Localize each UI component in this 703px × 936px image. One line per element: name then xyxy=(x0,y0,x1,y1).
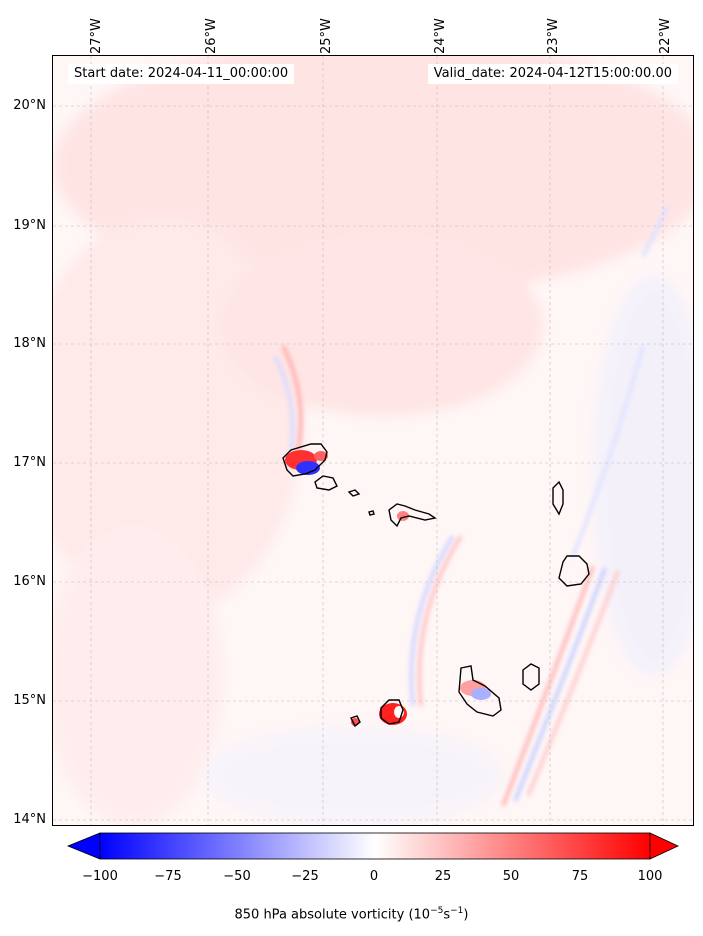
lat-label-19n: 19°N xyxy=(13,218,46,233)
island-sao-vicente xyxy=(314,475,338,491)
colorbar-tick-50: 50 xyxy=(502,869,520,884)
lon-label-25w: 25°W xyxy=(319,18,334,54)
island-maio xyxy=(522,663,540,691)
wake-streak-6 xyxy=(513,567,607,802)
colorbar-label: 850 hPa absolute vorticity (10−5s−1) xyxy=(234,906,469,923)
pink-region-center xyxy=(223,236,543,416)
start-date-label: Start date: 2024-04-11_00:00:00 xyxy=(68,64,295,84)
wake-streak-1 xyxy=(281,345,303,452)
wake-streak-9 xyxy=(641,205,670,257)
colorbar-tick-neg25: −25 xyxy=(291,869,319,884)
wake-streak-7 xyxy=(526,570,620,797)
island-sal xyxy=(552,480,564,516)
island-branco xyxy=(368,510,375,516)
lon-label-26w: 26°W xyxy=(204,18,219,54)
blue-region-east xyxy=(593,276,693,676)
lon-label-27w: 27°W xyxy=(89,18,104,54)
colorbar-tick-neg50: −50 xyxy=(223,869,251,884)
wake-streak-2 xyxy=(273,355,295,452)
island-santiago xyxy=(458,665,502,717)
lat-label-16n: 16°N xyxy=(13,574,46,589)
island-brava xyxy=(350,715,361,728)
coastlines xyxy=(282,443,590,728)
wake-streak-4 xyxy=(417,534,463,707)
colorbar-tick-75: 75 xyxy=(571,869,589,884)
colorbar-tick-neg100: −100 xyxy=(82,869,118,884)
island-fogo xyxy=(380,699,404,725)
valid-date-label: Valid_date: 2024-04-12T15:00:00.00 xyxy=(427,64,678,84)
island-sao-nicolau xyxy=(388,503,437,528)
blue-region-south xyxy=(203,726,503,825)
colorbar-tick-25: 25 xyxy=(434,869,452,884)
wake-streak-5 xyxy=(501,565,595,807)
lat-label-14n: 14°N xyxy=(13,812,46,827)
map-panel: Start date: 2024-04-11_00:00:00 Valid_da… xyxy=(52,55,694,826)
gridlines xyxy=(53,56,693,825)
pink-region-southwest xyxy=(53,526,223,825)
colorbar-body xyxy=(99,832,651,860)
colorbar-tick-100: 100 xyxy=(637,869,663,884)
lat-label-17n: 17°N xyxy=(13,455,46,470)
island-santa-luzia xyxy=(347,489,361,497)
lon-label-22w: 22°W xyxy=(658,18,673,54)
lon-label-23w: 23°W xyxy=(546,18,561,54)
lon-label-24w: 24°W xyxy=(433,18,448,54)
lat-label-15n: 15°N xyxy=(13,693,46,708)
lat-label-20n: 20°N xyxy=(13,98,46,113)
colorbar-extend-max xyxy=(649,832,679,860)
wake-streak-8 xyxy=(571,345,645,557)
island-boa-vista xyxy=(558,555,590,587)
colorbar xyxy=(66,832,679,860)
wake-streak-3 xyxy=(409,534,455,707)
lat-label-18n: 18°N xyxy=(13,336,46,351)
vorticity-field xyxy=(53,56,693,825)
colorbar-tick-0: 0 xyxy=(369,869,379,884)
colorbar-extend-min xyxy=(66,832,101,860)
colorbar-tick-neg75: −75 xyxy=(154,869,182,884)
island-santo-antao xyxy=(282,443,328,477)
